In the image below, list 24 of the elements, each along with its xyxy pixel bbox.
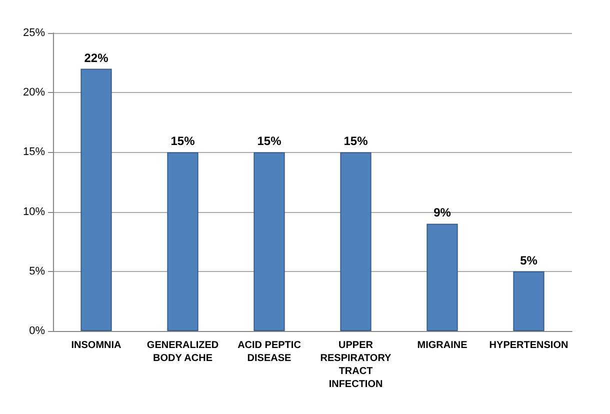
y-tick-label: 25% — [22, 27, 46, 39]
bar — [167, 152, 198, 331]
x-tick-label: HYPERTENSION — [489, 340, 568, 351]
y-tick-label: 20% — [22, 86, 46, 99]
y-tick-label: 15% — [22, 146, 46, 158]
bar — [426, 224, 458, 331]
x-tick-label: INSOMNIA — [71, 340, 122, 351]
data-label: 22% — [84, 50, 109, 65]
bar — [513, 271, 544, 331]
x-tick-label: UPPER RESPIRATORY TRACT INFECTION — [320, 340, 392, 390]
data-label: 9% — [434, 206, 452, 220]
data-label: 15% — [170, 134, 196, 148]
x-tick-label: MIGRAINE — [417, 340, 468, 351]
data-label: 15% — [257, 134, 282, 148]
data-label: 15% — [344, 134, 368, 148]
bar — [80, 68, 112, 331]
x-tick-label: GENERALIZED BODY ACHE — [146, 340, 219, 364]
y-tick-label: 0% — [29, 325, 46, 337]
bar — [340, 152, 372, 331]
y-tick-label: 5% — [29, 265, 46, 278]
data-label: 5% — [520, 253, 538, 268]
bar — [254, 152, 285, 331]
x-tick-label: ACID PEPTIC DISEASE — [238, 340, 301, 364]
y-tick-label: 10% — [22, 206, 46, 218]
